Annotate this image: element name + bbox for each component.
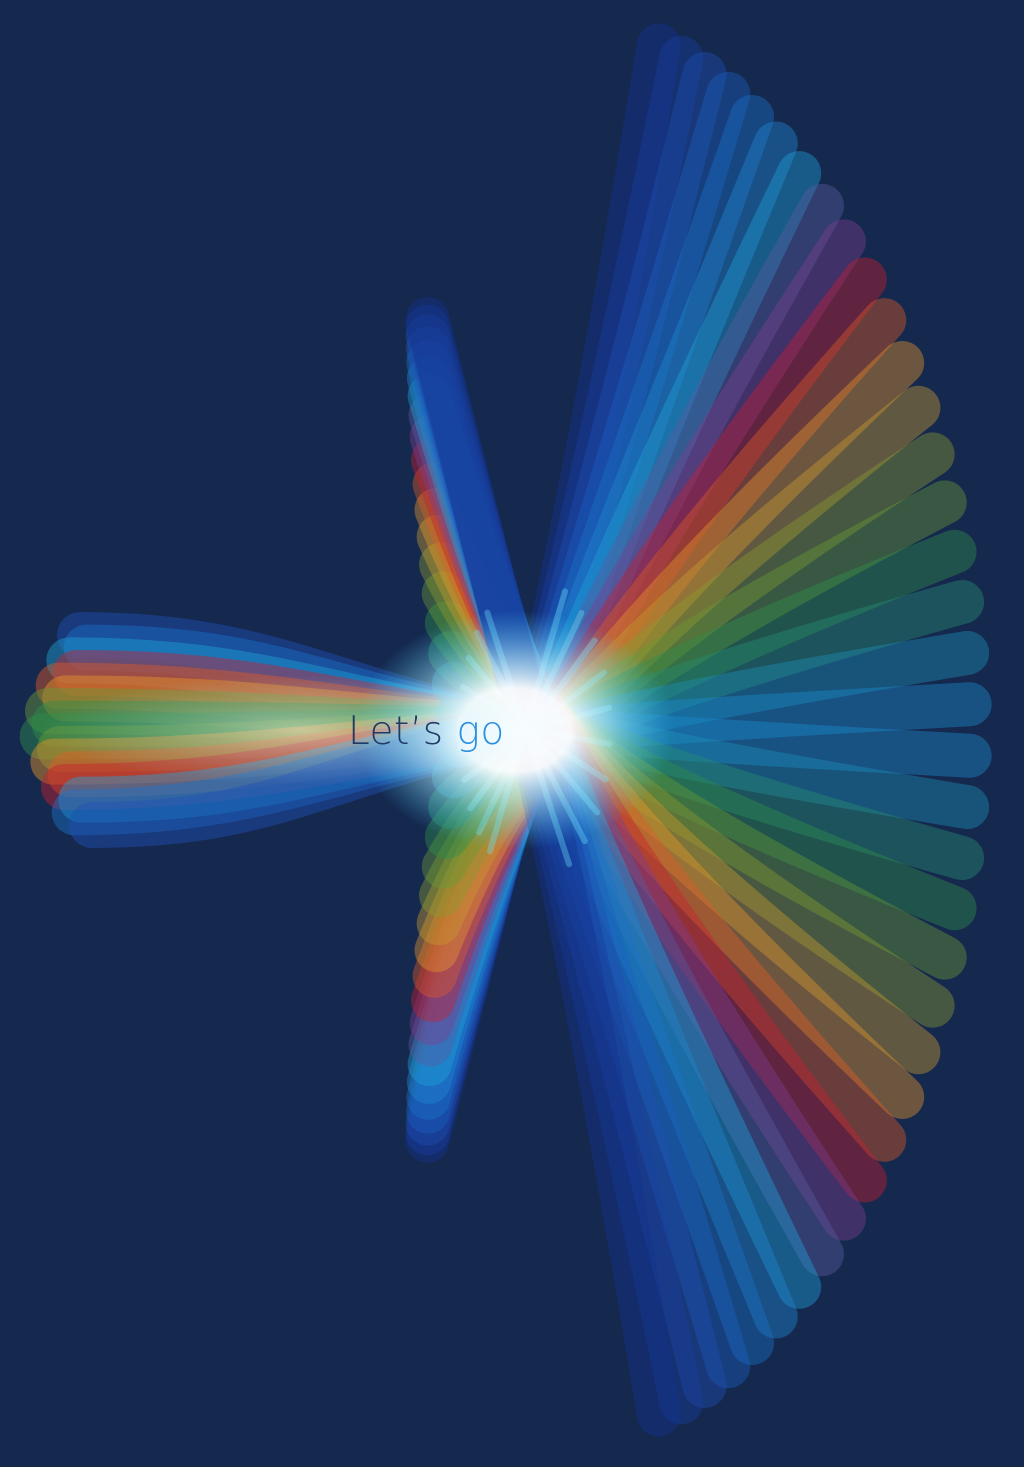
greeting-text: Let’s go xyxy=(348,705,505,759)
greeting-word-lets: Let’s xyxy=(348,709,444,754)
left-beam-glow xyxy=(40,675,560,785)
greeting-word-go: go xyxy=(456,709,505,754)
